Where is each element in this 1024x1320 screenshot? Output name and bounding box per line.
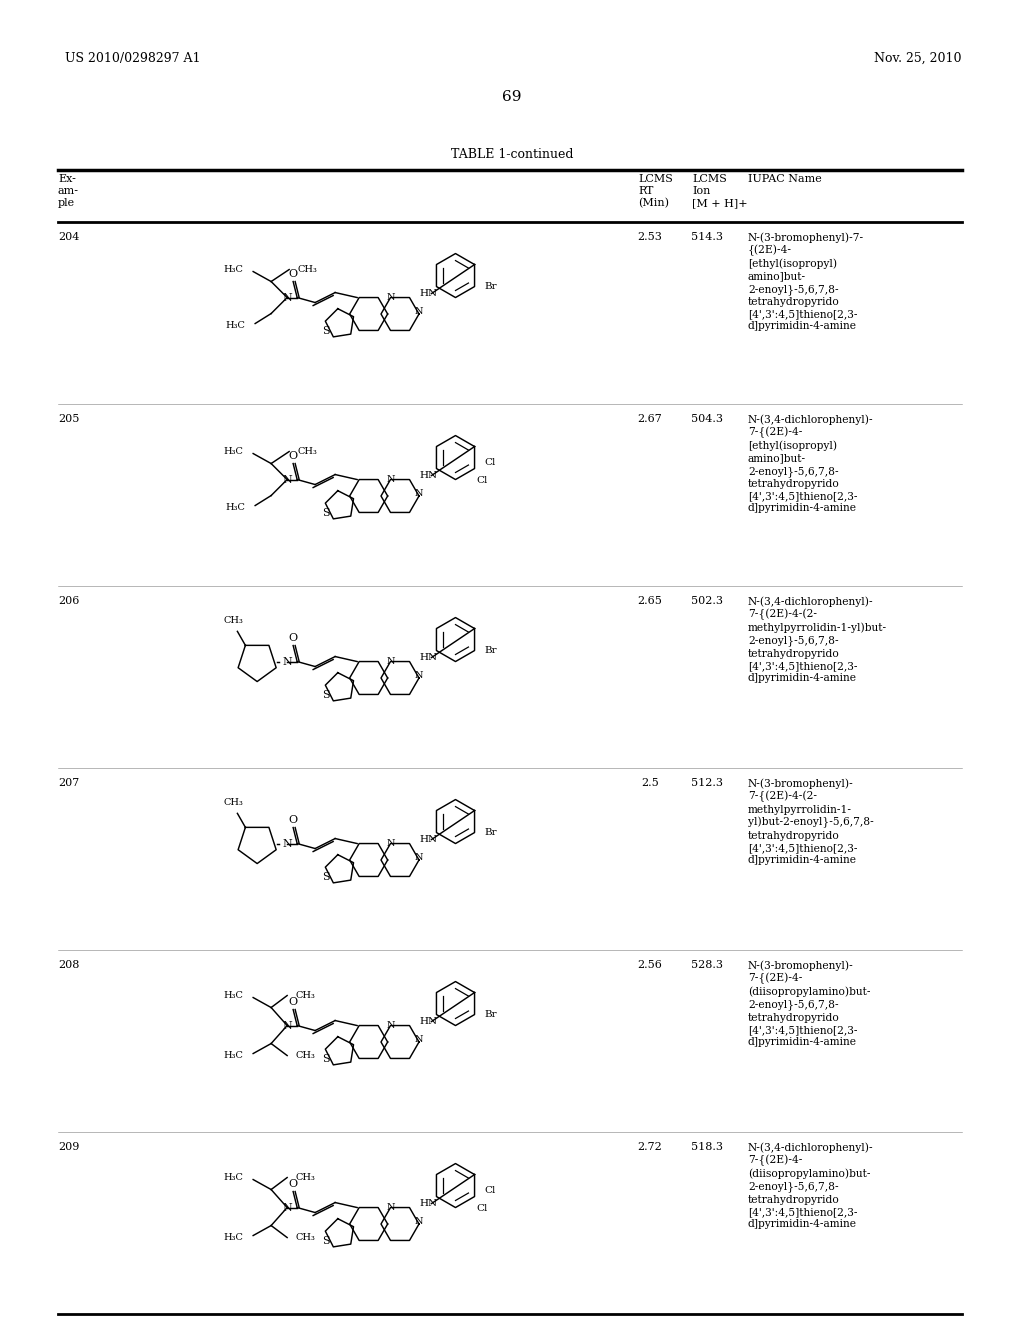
Text: 2.72: 2.72 — [638, 1142, 663, 1152]
Text: N: N — [415, 1035, 423, 1044]
Text: S: S — [323, 1236, 330, 1246]
Text: 206: 206 — [58, 597, 80, 606]
Text: 69: 69 — [502, 90, 522, 104]
Text: N: N — [415, 853, 423, 862]
Text: N: N — [386, 657, 394, 667]
Text: N-(3-bromophenyl)-
7-{(2E)-4-
(diisopropylamino)but-
2-enoyl}-5,6,7,8-
tetrahydr: N-(3-bromophenyl)- 7-{(2E)-4- (diisoprop… — [748, 960, 870, 1047]
Text: O: O — [289, 450, 298, 461]
Text: HN: HN — [420, 289, 437, 298]
Text: Cl: Cl — [484, 1187, 496, 1195]
Text: 2.53: 2.53 — [638, 232, 663, 242]
Text: H₃C: H₃C — [223, 265, 243, 275]
Text: N-(3-bromophenyl)-7-
{(2E)-4-
[ethyl(isopropyl)
amino]but-
2-enoyl}-5,6,7,8-
tet: N-(3-bromophenyl)-7- {(2E)-4- [ethyl(iso… — [748, 232, 864, 331]
Text: 2.56: 2.56 — [638, 960, 663, 970]
Text: Br: Br — [484, 282, 498, 290]
Text: N-(3,4-dichlorophenyl)-
7-{(2E)-4-(2-
methylpyrrolidin-1-yl)but-
2-enoyl}-5,6,7,: N-(3,4-dichlorophenyl)- 7-{(2E)-4-(2- me… — [748, 597, 887, 682]
Text: S: S — [323, 326, 330, 337]
Text: N: N — [283, 1203, 292, 1213]
Text: Br: Br — [484, 645, 498, 655]
Text: H₃C: H₃C — [225, 321, 245, 330]
Text: 514.3: 514.3 — [691, 232, 723, 242]
Text: IUPAC Name: IUPAC Name — [748, 174, 821, 183]
Text: CH₃: CH₃ — [295, 1173, 315, 1181]
Text: TABLE 1-continued: TABLE 1-continued — [451, 148, 573, 161]
Text: N: N — [283, 293, 292, 302]
Text: N: N — [386, 293, 394, 302]
Text: HN: HN — [420, 1016, 437, 1026]
Text: Nov. 25, 2010: Nov. 25, 2010 — [874, 51, 962, 65]
Text: 2.67: 2.67 — [638, 414, 663, 424]
Text: O: O — [289, 997, 298, 1007]
Text: N: N — [415, 671, 423, 680]
Text: O: O — [289, 632, 298, 643]
Text: 2.65: 2.65 — [638, 597, 663, 606]
Text: N: N — [386, 1022, 394, 1030]
Text: Cl: Cl — [484, 458, 496, 467]
Text: H₃C: H₃C — [223, 991, 243, 1001]
Text: Cl: Cl — [476, 477, 487, 484]
Text: N: N — [283, 838, 292, 849]
Text: N: N — [386, 475, 394, 484]
Text: 208: 208 — [58, 960, 80, 970]
Text: HN: HN — [420, 1199, 437, 1208]
Text: CH₃: CH₃ — [295, 1051, 315, 1060]
Text: 518.3: 518.3 — [691, 1142, 723, 1152]
Text: Br: Br — [484, 1010, 498, 1019]
Text: CH₃: CH₃ — [223, 616, 244, 626]
Text: N: N — [386, 1203, 394, 1212]
Text: CH₃: CH₃ — [297, 447, 317, 455]
Text: N: N — [415, 488, 423, 498]
Text: N: N — [386, 840, 394, 847]
Text: LCMS
RT
(Min): LCMS RT (Min) — [638, 174, 673, 209]
Text: 528.3: 528.3 — [691, 960, 723, 970]
Text: CH₃: CH₃ — [295, 1233, 315, 1242]
Text: H₃C: H₃C — [223, 1173, 243, 1181]
Text: O: O — [289, 268, 298, 279]
Text: CH₃: CH₃ — [295, 991, 315, 1001]
Text: S: S — [323, 508, 330, 519]
Text: N: N — [415, 1217, 423, 1225]
Text: H₃C: H₃C — [225, 503, 245, 512]
Text: 2.5: 2.5 — [641, 777, 658, 788]
Text: H₃C: H₃C — [223, 1051, 243, 1060]
Text: N: N — [283, 1020, 292, 1031]
Text: H₃C: H₃C — [223, 447, 243, 455]
Text: N: N — [415, 306, 423, 315]
Text: HN: HN — [420, 471, 437, 480]
Text: US 2010/0298297 A1: US 2010/0298297 A1 — [65, 51, 201, 65]
Text: N: N — [283, 475, 292, 484]
Text: N: N — [283, 656, 292, 667]
Text: 209: 209 — [58, 1142, 80, 1152]
Text: CH₃: CH₃ — [297, 265, 317, 275]
Text: S: S — [323, 873, 330, 882]
Text: N-(3-bromophenyl)-
7-{(2E)-4-(2-
methylpyrrolidin-1-
yl)but-2-enoyl}-5,6,7,8-
te: N-(3-bromophenyl)- 7-{(2E)-4-(2- methylp… — [748, 777, 873, 865]
Text: 502.3: 502.3 — [691, 597, 723, 606]
Text: O: O — [289, 814, 298, 825]
Text: Ex-
am-
ple: Ex- am- ple — [58, 174, 79, 209]
Text: CH₃: CH₃ — [223, 799, 244, 808]
Text: 204: 204 — [58, 232, 80, 242]
Text: N-(3,4-dichlorophenyl)-
7-{(2E)-4-
(diisopropylamino)but-
2-enoyl}-5,6,7,8-
tetr: N-(3,4-dichlorophenyl)- 7-{(2E)-4- (diis… — [748, 1142, 873, 1229]
Text: 512.3: 512.3 — [691, 777, 723, 788]
Text: HN: HN — [420, 653, 437, 663]
Text: S: S — [323, 1055, 330, 1064]
Text: HN: HN — [420, 836, 437, 843]
Text: 205: 205 — [58, 414, 80, 424]
Text: Cl: Cl — [476, 1204, 487, 1213]
Text: H₃C: H₃C — [223, 1233, 243, 1242]
Text: O: O — [289, 1179, 298, 1188]
Text: 207: 207 — [58, 777, 79, 788]
Text: N-(3,4-dichlorophenyl)-
7-{(2E)-4-
[ethyl(isopropyl)
amino]but-
2-enoyl}-5,6,7,8: N-(3,4-dichlorophenyl)- 7-{(2E)-4- [ethy… — [748, 414, 873, 513]
Text: S: S — [323, 690, 330, 700]
Text: 504.3: 504.3 — [691, 414, 723, 424]
Text: Br: Br — [484, 828, 498, 837]
Text: LCMS
Ion
[M + H]+: LCMS Ion [M + H]+ — [692, 174, 748, 209]
